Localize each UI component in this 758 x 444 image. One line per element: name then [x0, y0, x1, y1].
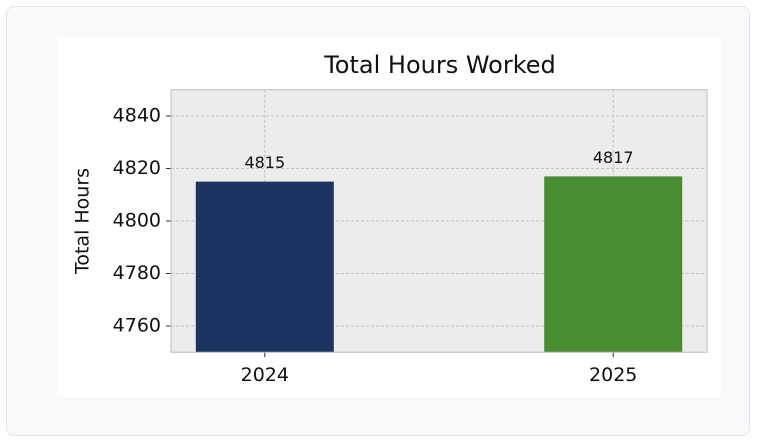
x-tick-label: 2024: [241, 364, 289, 386]
plot-frame: [170, 89, 708, 353]
y-axis-label: Total Hours: [72, 168, 94, 275]
data-label: 4815: [244, 153, 285, 172]
data-label: 4817: [593, 148, 634, 167]
bar: [195, 181, 334, 353]
chart-title: Total Hours Worked: [323, 51, 556, 79]
y-tick-label: 4780: [113, 262, 161, 284]
y-tick-label: 4760: [113, 315, 161, 337]
bar: [544, 176, 683, 353]
y-tick-label: 4840: [113, 105, 161, 127]
y-tick-label: 4820: [113, 157, 161, 179]
y-tick-label: 4800: [113, 210, 161, 232]
x-tick-label: 2025: [589, 364, 637, 386]
